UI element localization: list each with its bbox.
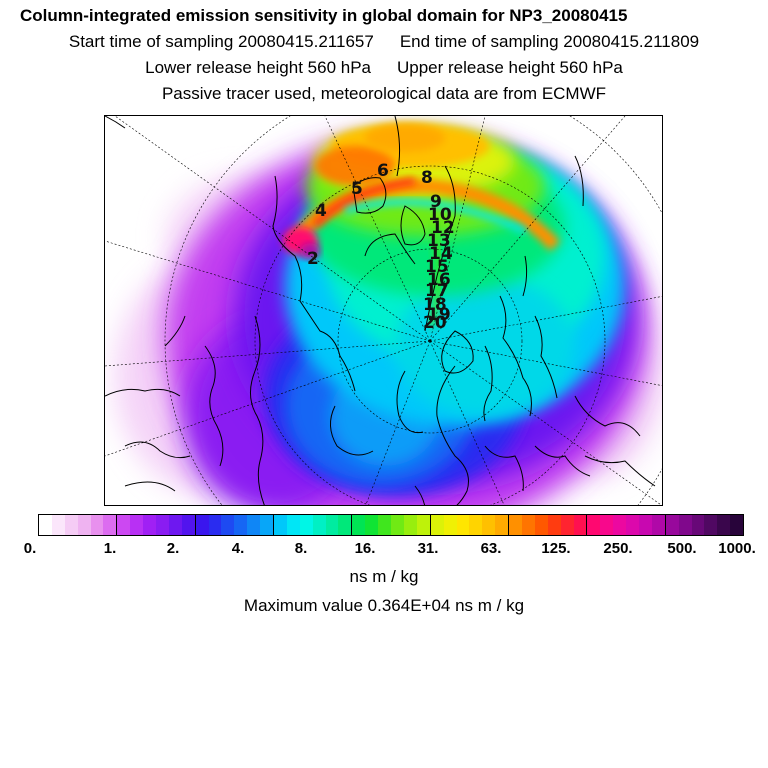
tick-label: 31. [417,540,439,557]
tick-label: 0. [23,540,37,557]
track-label-18: 18 [423,295,447,315]
colorbar-cell [195,515,209,535]
track-label-20: 20 [423,313,447,333]
colorbar-cell [181,515,196,535]
maximum-value: Maximum value 0.364E+04 ns m / kg [243,596,525,615]
colorbar-cell [117,515,131,535]
colorbar-cell [378,515,392,535]
colorbar-cell [613,515,627,535]
map-panel: 2 4 5 6 8 9 10 12 13 14 15 16 17 18 19 2… [104,115,663,506]
colorbar-cell [39,515,52,535]
colorbar-cell [312,515,326,535]
track-label-6: 6 [377,161,389,181]
start-time-label: Start time of sampling 20080415.211657 [68,32,374,51]
colorbar-cell [325,515,339,535]
track-label-15: 15 [425,257,449,277]
colorbar-cell [156,515,169,535]
colorbar-cell [704,515,718,535]
colorbar [38,514,744,536]
track-label-12: 12 [431,218,455,238]
lower-release-label: Lower release height 560 hPa [145,58,371,77]
tick-label: 4. [231,540,245,557]
track-label-16: 16 [427,270,451,290]
colorbar-cell [678,515,692,535]
tick-label: 1. [103,540,117,557]
track-label-8: 8 [421,168,433,188]
colorbar-cell [430,515,444,535]
colorbar-cell [274,515,287,535]
upper-release-label: Upper release height 560 hPa [397,58,623,77]
track-label-14: 14 [429,244,453,264]
plot-title: Column-integrated emission sensitivity i… [20,6,628,25]
colorbar-cell [730,515,744,535]
colorbar-cell [365,515,379,535]
colorbar-cell [665,515,679,535]
colorbar-cell [51,515,65,535]
tick-label: 1000. [718,540,756,557]
colorbar-cell [299,515,313,535]
tick-label: 125. [541,540,571,557]
colorbar-cell [221,515,235,535]
colorbar-cell [416,515,431,535]
track-label-17: 17 [425,281,449,301]
colorbar-cell [286,515,300,535]
colorbar-cell [509,515,522,535]
graticule [105,116,662,505]
release-heights: Lower release height 560 hPa Upper releas… [0,58,768,78]
tick-label: 8. [294,540,308,557]
colorbar-cell [587,515,601,535]
colorbar-cell [90,515,104,535]
colorbar-cell [495,515,510,535]
colorbar-cell [77,515,91,535]
colorbar-cell [534,515,548,535]
track-label-5: 5 [351,179,363,199]
tick-label: 63. [480,540,502,557]
tick-label: 250. [603,540,633,557]
colorbar-cell [352,515,366,535]
colorbar-cell [143,515,157,535]
track-label-19: 19 [427,305,451,325]
colorbar-cell [560,515,574,535]
sensitivity-field [115,124,662,505]
colorbar-units: ns m / kg [349,567,419,586]
tick-label: 2. [166,540,180,557]
colorbar-cell [403,515,417,535]
colorbar-cell [338,515,353,535]
colorbar-cell [547,515,561,535]
end-time-label: End time of sampling 20080415.211809 [399,32,700,51]
colorbar-cell [482,515,496,535]
colorbar-cell [469,515,483,535]
colorbar-cell [573,515,588,535]
colorbar-cell [651,515,666,535]
track-label-10: 10 [428,205,452,225]
polar-map: 2 4 5 6 8 9 10 12 13 14 15 16 17 18 19 2… [105,116,662,505]
colorbar-cell [234,515,248,535]
track-label-2: 2 [307,249,319,269]
tracer-info: Passive tracer used, meteorological data… [161,84,607,103]
colorbar-cell [103,515,118,535]
colorbar-cell [443,515,457,535]
colorbar-tick-labels: 0. 1. 2. 4. 8. 16. 31. 63. 125. 250. 500… [0,540,768,560]
track-label-13: 13 [427,231,451,251]
track-label-9: 9 [430,192,442,212]
colorbar-cell [638,515,652,535]
colorbar-cell [391,515,404,535]
trajectory-labels: 2 4 5 6 8 9 10 12 13 14 15 16 17 18 19 2… [307,161,455,333]
colorbar-cell [130,515,144,535]
colorbar-cell [260,515,275,535]
colorbar-cell [456,515,470,535]
tick-label: 500. [667,540,697,557]
track-label-4: 4 [315,201,327,221]
colorbar-cell [64,515,78,535]
colorbar-cell [600,515,614,535]
colorbar-cell [247,515,261,535]
sampling-times: Start time of sampling 20080415.211657 En… [0,32,768,52]
colorbar-cell [626,515,639,535]
colorbar-cell [208,515,222,535]
colorbar-cell [168,515,182,535]
colorbar-cell [521,515,535,535]
colorbar-cell [717,515,731,535]
colorbar-cell [691,515,705,535]
tick-label: 16. [354,540,376,557]
